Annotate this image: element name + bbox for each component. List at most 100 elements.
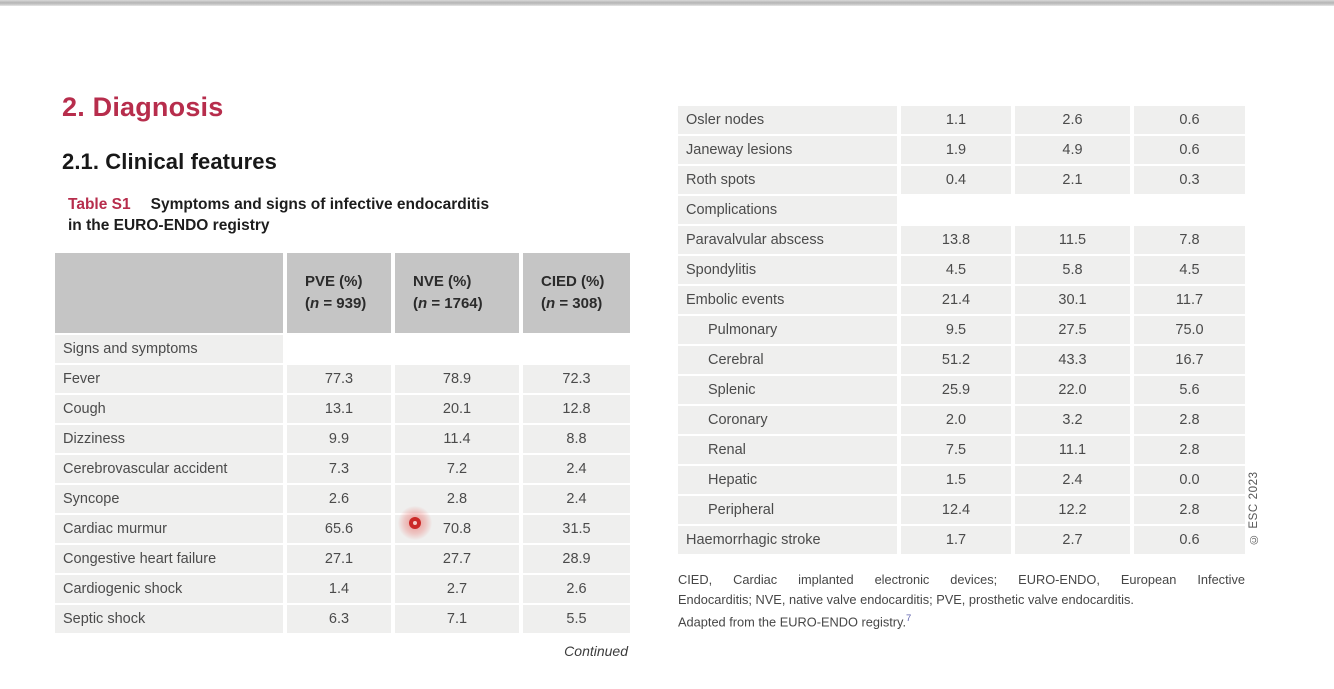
value-cell: 11.5 — [1015, 226, 1130, 254]
row-label: Cardiogenic shock — [55, 575, 283, 603]
section-label: Signs and symptoms — [55, 335, 283, 363]
table-row: Coronary 2.0 3.2 2.8 — [678, 406, 1245, 434]
value-cell: 0.6 — [1134, 136, 1245, 164]
row-label: Cough — [55, 395, 283, 423]
value-cell: 12.2 — [1015, 496, 1130, 524]
value-cell: 21.4 — [901, 286, 1011, 314]
value-cell: 27.1 — [287, 545, 391, 573]
value-cell: 2.4 — [523, 455, 630, 483]
symptoms-table-left: PVE (%) (n = 939) NVE (%) (n = 1764) CIED (%… — [55, 253, 630, 635]
value-cell: 13.8 — [901, 226, 1011, 254]
value-cell: 72.3 — [523, 365, 630, 393]
table-row: Septic shock 6.3 7.1 5.5 — [55, 605, 630, 633]
footnote-line: Endocarditis; NVE, native valve endocard… — [678, 591, 1134, 607]
table-row: Peripheral 12.4 12.2 2.8 — [678, 496, 1245, 524]
value-cell: 1.9 — [901, 136, 1011, 164]
row-label: Paravalvular abscess — [678, 226, 897, 254]
value-cell: 0.3 — [1134, 166, 1245, 194]
value-cell: 31.5 — [523, 515, 630, 543]
value-cell: 1.4 — [287, 575, 391, 603]
value-cell: 2.0 — [901, 406, 1011, 434]
esc-copyright-vertical: © ESC 2023 — [1248, 471, 1260, 545]
value-cell: 7.1 — [395, 605, 519, 633]
table-row: Cardiogenic shock 1.4 2.7 2.6 — [55, 575, 630, 603]
table-caption-label: Table S1 — [68, 196, 131, 213]
column-header: CIED (%) (n = 308) — [523, 253, 630, 333]
table-row: Cerebral 51.2 43.3 16.7 — [678, 346, 1245, 374]
value-cell: 5.5 — [523, 605, 630, 633]
table-body: Signs and symptoms Fever 77.3 78.9 72.3 Cough… — [55, 335, 630, 633]
footnote-adapted-text: Adapted from the EURO-ENDO registry. — [678, 614, 907, 630]
row-label: Pulmonary — [678, 316, 897, 344]
value-cell: 2.6 — [1015, 106, 1130, 134]
row-label: Embolic events — [678, 286, 897, 314]
row-label: Renal — [678, 436, 897, 464]
value-cell: 1.7 — [901, 526, 1011, 554]
table-row: Roth spots 0.4 2.1 0.3 — [678, 166, 1245, 194]
row-label: Spondylitis — [678, 256, 897, 284]
row-label: Dizziness — [55, 425, 283, 453]
value-cell: 7.3 — [287, 455, 391, 483]
pointer-dot-icon — [409, 517, 421, 529]
value-cell: 5.8 — [1015, 256, 1130, 284]
table-row: Embolic events 21.4 30.1 11.7 — [678, 286, 1245, 314]
value-cell: 6.3 — [287, 605, 391, 633]
row-label: Roth spots — [678, 166, 897, 194]
value-cell: 11.4 — [395, 425, 519, 453]
value-cell: 0.6 — [1134, 526, 1245, 554]
table-section-row: Signs and symptoms — [55, 335, 630, 363]
table-section-row: Complications — [678, 196, 1245, 224]
reference-7-link[interactable]: 7 — [906, 613, 912, 624]
table-footnote: CIED, Cardiac implanted electronic devic… — [678, 570, 1245, 632]
value-cell: 25.9 — [901, 376, 1011, 404]
value-cell: 75.0 — [1134, 316, 1245, 344]
presenter-pointer-indicator — [398, 506, 432, 540]
table-row: Fever 77.3 78.9 72.3 — [55, 365, 630, 393]
table-row: Cardiac murmur 65.6 70.8 31.5 — [55, 515, 630, 543]
value-cell: 0.6 — [1134, 106, 1245, 134]
value-cell: 2.8 — [1134, 496, 1245, 524]
value-cell: 5.6 — [1134, 376, 1245, 404]
table-header-row: PVE (%) (n = 939) NVE (%) (n = 1764) CIED (%… — [55, 253, 630, 333]
value-cell: 3.2 — [1015, 406, 1130, 434]
value-cell: 7.5 — [901, 436, 1011, 464]
row-label: Septic shock — [55, 605, 283, 633]
table-row: Dizziness 9.9 11.4 8.8 — [55, 425, 630, 453]
value-cell: 12.8 — [523, 395, 630, 423]
table-row: Haemorrhagic stroke 1.7 2.7 0.6 — [678, 526, 1245, 554]
row-label: Osler nodes — [678, 106, 897, 134]
value-cell: 9.5 — [901, 316, 1011, 344]
symptoms-table-right-continuation: Osler nodes 1.1 2.6 0.6 Janeway lesions 1.9 4.… — [678, 106, 1245, 556]
row-label: Cerebral — [678, 346, 897, 374]
value-cell: 2.4 — [523, 485, 630, 513]
value-cell: 1.5 — [901, 466, 1011, 494]
value-cell: 2.1 — [1015, 166, 1130, 194]
value-cell: 51.2 — [901, 346, 1011, 374]
value-cell: 2.7 — [395, 575, 519, 603]
value-cell: 12.4 — [901, 496, 1011, 524]
value-cell: 8.8 — [523, 425, 630, 453]
footnote-line: Adapted from the EURO-ENDO registry.7 — [678, 609, 1245, 632]
table-body: Osler nodes 1.1 2.6 0.6 Janeway lesions 1.9 4.… — [678, 106, 1245, 554]
row-label: Congestive heart failure — [55, 545, 283, 573]
column-header: NVE (%) (n = 1764) — [395, 253, 519, 333]
value-cell: 2.7 — [1015, 526, 1130, 554]
header-empty-cell — [55, 253, 283, 333]
subsection-heading: 2.1. Clinical features — [62, 149, 277, 174]
window-top-bar — [0, 0, 1334, 6]
value-cell: 7.2 — [395, 455, 519, 483]
value-cell: 27.5 — [1015, 316, 1130, 344]
value-cell: 16.7 — [1134, 346, 1245, 374]
section-label: Complications — [678, 196, 897, 224]
value-cell: 13.1 — [287, 395, 391, 423]
table-row: Congestive heart failure 27.1 27.7 28.9 — [55, 545, 630, 573]
row-label: Fever — [55, 365, 283, 393]
continued-label: Continued — [564, 643, 628, 659]
row-label: Haemorrhagic stroke — [678, 526, 897, 554]
row-label: Coronary — [678, 406, 897, 434]
table-row: Renal 7.5 11.1 2.8 — [678, 436, 1245, 464]
row-label: Splenic — [678, 376, 897, 404]
row-label: Hepatic — [678, 466, 897, 494]
table-caption-line1: Table S1 Symptoms and signs of infective … — [68, 194, 638, 215]
